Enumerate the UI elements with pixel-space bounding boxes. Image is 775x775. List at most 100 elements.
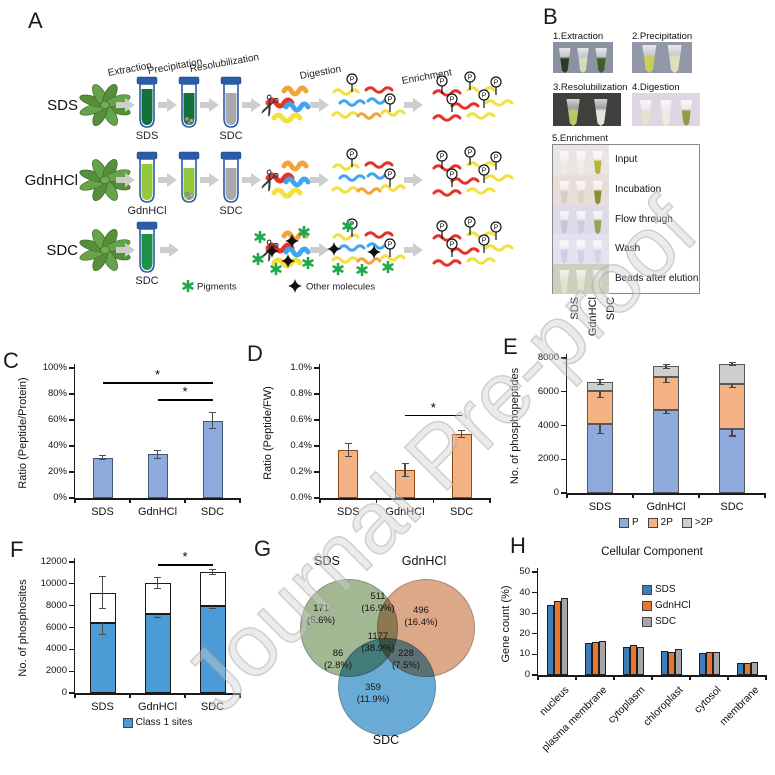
enrichment-row: Input <box>553 145 699 175</box>
peptide-squiggle <box>338 174 366 182</box>
peptide-squiggle <box>380 254 406 262</box>
enrichment-row: Incubation <box>553 174 699 205</box>
error-bar <box>404 463 406 477</box>
step-arrow-icon <box>310 243 329 257</box>
photo-label: 4.Digestion <box>632 82 680 93</box>
photo-tube <box>592 240 603 265</box>
x-tick <box>566 493 568 498</box>
enrichment-photo-strip <box>553 264 609 294</box>
enrichment-row-label: Input <box>615 154 638 165</box>
svg-text:P: P <box>494 225 499 232</box>
x-tick <box>765 675 767 680</box>
venn-set-label-sds: SDS <box>314 554 340 568</box>
step-arrow-icon <box>116 243 135 257</box>
x-category-label: plasma membrane <box>539 684 610 754</box>
x-tick <box>727 675 729 680</box>
error-cap <box>662 367 670 369</box>
error-bar <box>665 406 667 414</box>
legend-item: Class 1 sites <box>122 717 192 728</box>
panel-letter-a: A <box>28 8 43 33</box>
error-cap <box>728 362 736 364</box>
error-bar <box>156 577 159 589</box>
y-tick <box>561 458 566 460</box>
peptide-squiggle <box>450 247 480 255</box>
venn-set-label-gdnhcl: GdnHCl <box>401 554 447 568</box>
error-cap <box>154 450 161 452</box>
y-tick-label: 0 <box>553 487 559 498</box>
method-label: SDC <box>46 242 78 259</box>
y-tick-label: 12000 <box>40 556 67 567</box>
x-tick <box>74 693 76 698</box>
y-tick <box>69 419 74 421</box>
y-tick-label: 0 <box>61 687 67 698</box>
step-arrow-icon <box>200 173 219 187</box>
step-arrow-icon <box>116 98 135 112</box>
y-tick-label: 4000 <box>45 643 67 655</box>
error-cap <box>209 574 216 576</box>
legend-pigments-label: Pigments <box>197 282 237 293</box>
y-tick-label: 10 <box>519 648 530 660</box>
venn-value: 359 <box>365 682 381 693</box>
plant-icon <box>79 84 131 126</box>
photo-label: 1.Extraction <box>553 31 604 42</box>
bar-sds <box>546 604 554 675</box>
error-cap <box>596 432 604 434</box>
x-tick <box>689 675 691 680</box>
x-tick <box>239 693 241 698</box>
legend-label: SDC <box>655 616 677 627</box>
x-tick <box>376 498 378 503</box>
photo-tube <box>594 99 608 126</box>
pigment-star-icon <box>356 266 368 274</box>
y-axis <box>73 558 75 693</box>
y-tick-label: 8000 <box>45 599 67 611</box>
x-tick <box>537 675 539 680</box>
pigment-star-icon <box>254 233 266 241</box>
pigment-star-icon <box>382 263 394 271</box>
svg-text:P: P <box>440 154 445 161</box>
enrichment-photo-strip <box>553 145 609 175</box>
bar-ratio <box>202 420 223 498</box>
x-axis <box>536 675 766 677</box>
y-tick-label: 60% <box>47 414 67 425</box>
bar-p <box>653 410 679 493</box>
enrichment-row: Beads after elution <box>553 264 699 294</box>
step-arrow-icon <box>158 98 177 112</box>
venn-value: 171 <box>313 603 329 614</box>
significance-star: * <box>182 384 188 400</box>
peptide-squiggle <box>332 233 360 241</box>
x-category-label: GdnHCl <box>385 506 425 518</box>
y-tick <box>314 445 319 447</box>
y-tick <box>314 393 319 395</box>
error-bar <box>211 603 214 609</box>
phospho-balloon-icon <box>464 71 476 83</box>
x-axis <box>318 498 490 500</box>
photo-tube <box>640 100 652 126</box>
peptide-squiggle <box>466 257 496 265</box>
venn-pct: (5.6%) <box>307 614 335 626</box>
error-cap <box>154 616 161 618</box>
x-tick <box>489 498 491 503</box>
x-category-label: SDC <box>720 501 744 513</box>
chart-title: Cellular Component <box>601 546 703 558</box>
panel-letter-h: H <box>510 533 526 558</box>
error-cap <box>209 427 216 430</box>
x-tick <box>129 693 131 698</box>
panel-photos: 1.Extraction 2.Precipitation 3.Resolubiliz… <box>540 0 775 360</box>
step-arrow-icon <box>160 243 179 257</box>
photo-tube <box>566 99 580 126</box>
phospho-balloon-icon <box>478 89 490 101</box>
x-tick <box>319 498 321 503</box>
venn-region-gdnhcl-only: 496 (16.4%) <box>391 605 451 629</box>
peptide-squiggle <box>484 244 514 252</box>
peptide-squiggle <box>356 257 382 265</box>
y-tick-label: 0% <box>53 492 67 503</box>
bar-gdnhcl <box>553 600 561 675</box>
photo-tube <box>576 180 586 205</box>
svg-text:P: P <box>468 75 473 82</box>
bar-2p <box>719 384 745 429</box>
peptide-squiggle <box>271 257 303 269</box>
y-tick-label: 6000 <box>45 621 67 633</box>
y-tick <box>69 626 74 629</box>
venn-region-sds-only: 171 (5.6%) <box>291 603 351 627</box>
svg-text:P: P <box>482 168 487 175</box>
